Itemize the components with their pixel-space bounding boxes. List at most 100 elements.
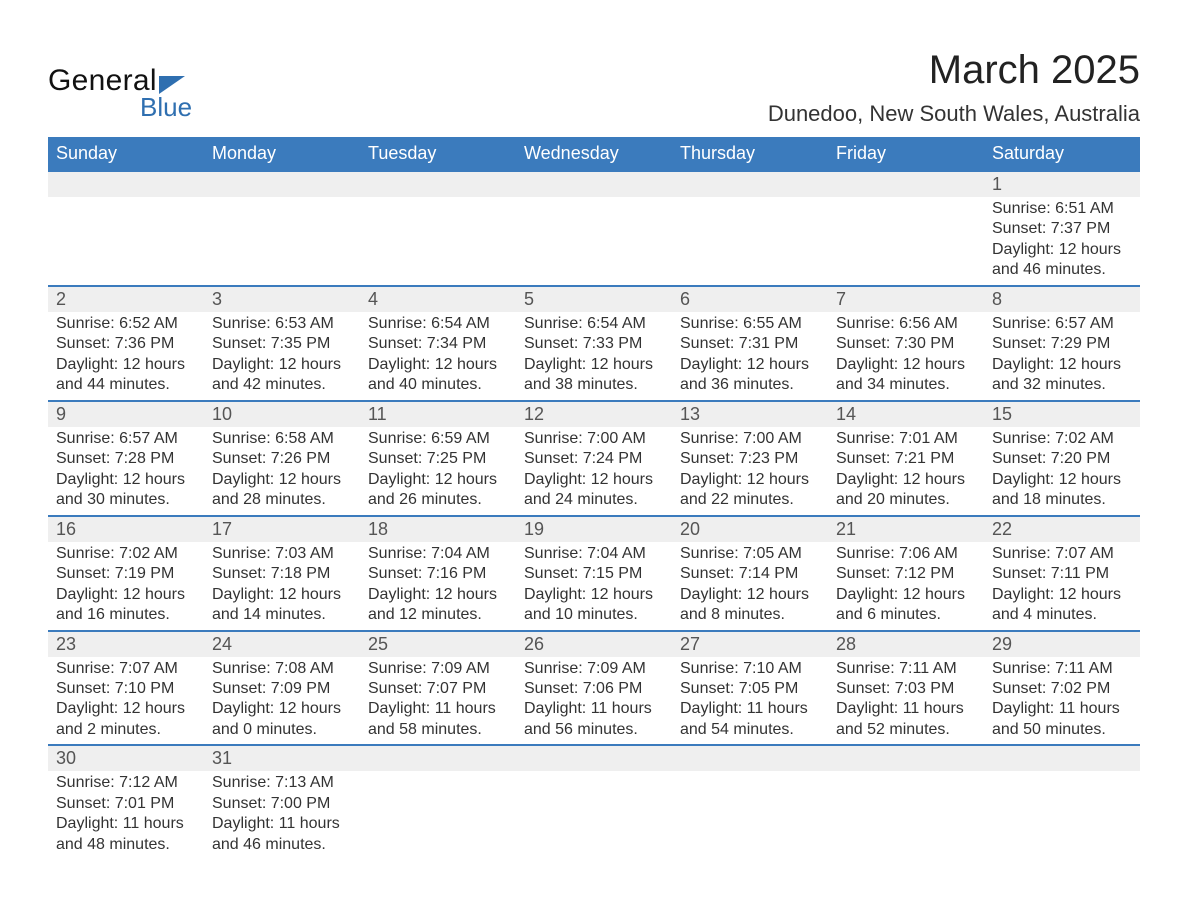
day-detail-cell: Sunrise: 6:54 AMSunset: 7:34 PMDaylight:…	[360, 312, 516, 401]
daylight-text: and 56 minutes.	[524, 720, 664, 740]
day-detail-cell: Sunrise: 6:51 AMSunset: 7:37 PMDaylight:…	[984, 197, 1140, 286]
sunset-text: Sunset: 7:23 PM	[680, 449, 820, 469]
day-detail-cell: Sunrise: 7:07 AMSunset: 7:11 PMDaylight:…	[984, 542, 1140, 631]
daylight-text: Daylight: 12 hours	[368, 585, 508, 605]
day-detail-cell: Sunrise: 7:08 AMSunset: 7:09 PMDaylight:…	[204, 657, 360, 746]
weekday-header: Tuesday	[360, 137, 516, 172]
brand-logo: General Blue	[48, 64, 192, 123]
day-detail-cell: Sunrise: 7:00 AMSunset: 7:23 PMDaylight:…	[672, 427, 828, 516]
header: General Blue March 2025 Dunedoo, New Sou…	[48, 48, 1140, 127]
sunset-text: Sunset: 7:25 PM	[368, 449, 508, 469]
daylight-text: Daylight: 12 hours	[56, 699, 196, 719]
daylight-text: and 52 minutes.	[836, 720, 976, 740]
sunrise-text: Sunrise: 7:04 AM	[524, 544, 664, 564]
daylight-text: Daylight: 12 hours	[524, 585, 664, 605]
weekday-header: Monday	[204, 137, 360, 172]
day-detail-cell: Sunrise: 6:57 AMSunset: 7:28 PMDaylight:…	[48, 427, 204, 516]
day-number-row: 23242526272829	[48, 631, 1140, 657]
day-detail-row: Sunrise: 7:02 AMSunset: 7:19 PMDaylight:…	[48, 542, 1140, 631]
daylight-text: Daylight: 12 hours	[680, 355, 820, 375]
sunrise-text: Sunrise: 7:10 AM	[680, 659, 820, 679]
day-number-cell: 17	[204, 516, 360, 542]
sunrise-text: Sunrise: 7:00 AM	[680, 429, 820, 449]
day-number-cell: 28	[828, 631, 984, 657]
sunrise-text: Sunrise: 6:52 AM	[56, 314, 196, 334]
weekday-header: Friday	[828, 137, 984, 172]
sunset-text: Sunset: 7:35 PM	[212, 334, 352, 354]
daylight-text: Daylight: 12 hours	[56, 585, 196, 605]
sunset-text: Sunset: 7:24 PM	[524, 449, 664, 469]
calendar-table: Sunday Monday Tuesday Wednesday Thursday…	[48, 137, 1140, 859]
daylight-text: Daylight: 12 hours	[680, 585, 820, 605]
daylight-text: and 28 minutes.	[212, 490, 352, 510]
daylight-text: and 46 minutes.	[212, 835, 352, 855]
day-detail-cell	[516, 771, 672, 859]
day-detail-cell	[48, 197, 204, 286]
month-title: March 2025	[768, 48, 1140, 93]
day-detail-row: Sunrise: 7:12 AMSunset: 7:01 PMDaylight:…	[48, 771, 1140, 859]
daylight-text: Daylight: 12 hours	[368, 355, 508, 375]
day-number-cell	[516, 745, 672, 771]
day-number-cell: 20	[672, 516, 828, 542]
brand-blue: Blue	[140, 92, 192, 123]
day-detail-cell: Sunrise: 6:53 AMSunset: 7:35 PMDaylight:…	[204, 312, 360, 401]
day-detail-cell: Sunrise: 7:04 AMSunset: 7:16 PMDaylight:…	[360, 542, 516, 631]
daylight-text: and 16 minutes.	[56, 605, 196, 625]
daylight-text: Daylight: 12 hours	[56, 470, 196, 490]
sunrise-text: Sunrise: 7:11 AM	[836, 659, 976, 679]
sunrise-text: Sunrise: 7:12 AM	[56, 773, 196, 793]
daylight-text: and 32 minutes.	[992, 375, 1132, 395]
day-number-cell: 19	[516, 516, 672, 542]
daylight-text: Daylight: 12 hours	[836, 585, 976, 605]
daylight-text: and 8 minutes.	[680, 605, 820, 625]
day-number-cell: 18	[360, 516, 516, 542]
daylight-text: Daylight: 12 hours	[836, 470, 976, 490]
sunset-text: Sunset: 7:07 PM	[368, 679, 508, 699]
day-number-cell: 31	[204, 745, 360, 771]
day-detail-cell: Sunrise: 7:02 AMSunset: 7:19 PMDaylight:…	[48, 542, 204, 631]
day-detail-cell: Sunrise: 6:59 AMSunset: 7:25 PMDaylight:…	[360, 427, 516, 516]
day-detail-cell: Sunrise: 6:55 AMSunset: 7:31 PMDaylight:…	[672, 312, 828, 401]
day-detail-cell: Sunrise: 7:04 AMSunset: 7:15 PMDaylight:…	[516, 542, 672, 631]
day-detail-cell: Sunrise: 7:00 AMSunset: 7:24 PMDaylight:…	[516, 427, 672, 516]
daylight-text: and 12 minutes.	[368, 605, 508, 625]
day-number-cell	[672, 745, 828, 771]
daylight-text: and 6 minutes.	[836, 605, 976, 625]
day-detail-cell: Sunrise: 7:06 AMSunset: 7:12 PMDaylight:…	[828, 542, 984, 631]
sunrise-text: Sunrise: 6:51 AM	[992, 199, 1132, 219]
daylight-text: Daylight: 12 hours	[212, 470, 352, 490]
day-detail-cell	[516, 197, 672, 286]
day-number-cell: 23	[48, 631, 204, 657]
sunrise-text: Sunrise: 6:54 AM	[524, 314, 664, 334]
daylight-text: Daylight: 12 hours	[992, 240, 1132, 260]
daylight-text: Daylight: 11 hours	[56, 814, 196, 834]
daylight-text: and 0 minutes.	[212, 720, 352, 740]
sunrise-text: Sunrise: 7:09 AM	[524, 659, 664, 679]
day-detail-cell: Sunrise: 7:13 AMSunset: 7:00 PMDaylight:…	[204, 771, 360, 859]
day-number-cell: 5	[516, 286, 672, 312]
sunrise-text: Sunrise: 7:06 AM	[836, 544, 976, 564]
daylight-text: and 26 minutes.	[368, 490, 508, 510]
day-detail-cell: Sunrise: 6:54 AMSunset: 7:33 PMDaylight:…	[516, 312, 672, 401]
daylight-text: and 48 minutes.	[56, 835, 196, 855]
day-detail-row: Sunrise: 7:07 AMSunset: 7:10 PMDaylight:…	[48, 657, 1140, 746]
daylight-text: Daylight: 12 hours	[992, 355, 1132, 375]
day-number-cell: 9	[48, 401, 204, 427]
day-number-cell: 13	[672, 401, 828, 427]
day-detail-row: Sunrise: 6:57 AMSunset: 7:28 PMDaylight:…	[48, 427, 1140, 516]
day-number-cell: 6	[672, 286, 828, 312]
day-detail-cell	[672, 771, 828, 859]
sunset-text: Sunset: 7:14 PM	[680, 564, 820, 584]
daylight-text: Daylight: 12 hours	[212, 355, 352, 375]
sunset-text: Sunset: 7:36 PM	[56, 334, 196, 354]
sunrise-text: Sunrise: 6:57 AM	[56, 429, 196, 449]
weekday-header: Thursday	[672, 137, 828, 172]
day-number-cell	[672, 172, 828, 197]
daylight-text: Daylight: 12 hours	[992, 470, 1132, 490]
sunset-text: Sunset: 7:06 PM	[524, 679, 664, 699]
sunset-text: Sunset: 7:09 PM	[212, 679, 352, 699]
sunrise-text: Sunrise: 7:13 AM	[212, 773, 352, 793]
daylight-text: and 36 minutes.	[680, 375, 820, 395]
daylight-text: and 20 minutes.	[836, 490, 976, 510]
sunset-text: Sunset: 7:37 PM	[992, 219, 1132, 239]
